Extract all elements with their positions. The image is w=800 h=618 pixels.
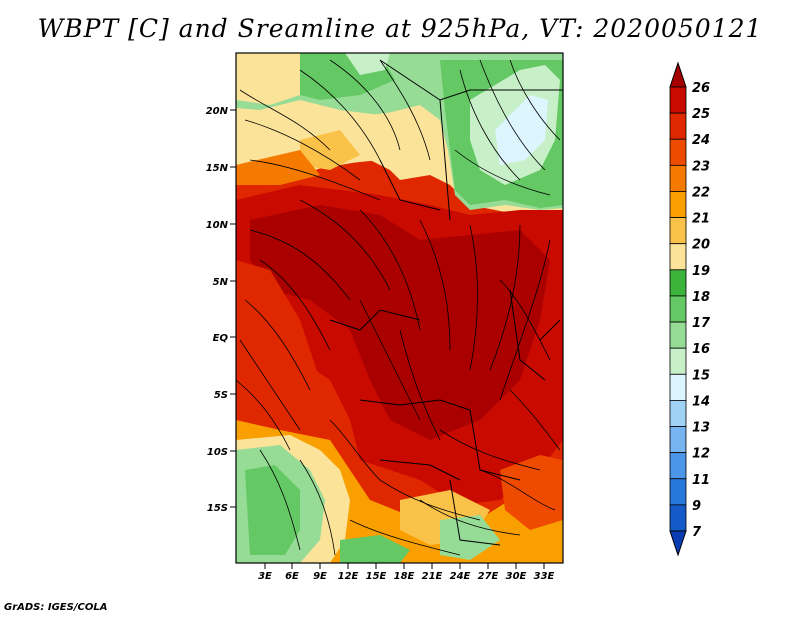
colorbar: 26 25 24 23 22 21 20 19 18 17 16 15 14 13 12 11 9 7	[669, 61, 711, 557]
lat-axis: 20N 15N 10N 5N EQ 5S 10S 15S	[206, 106, 236, 514]
colorbar-swatch	[669, 243, 687, 271]
colorbar-label: 17	[692, 316, 711, 331]
lon-label: 33E	[534, 571, 555, 582]
colorbar-label: 23	[692, 159, 710, 174]
lat-label: 20N	[206, 106, 229, 117]
lat-label: 15S	[207, 503, 228, 514]
colorbar-swatch	[669, 426, 687, 454]
map-frame	[235, 52, 564, 564]
lat-label: 10S	[207, 447, 228, 458]
colorbar-bottom-arrow	[669, 530, 687, 557]
colorbar-label: 20	[692, 238, 710, 253]
lat-label: 5N	[213, 277, 229, 288]
colorbar-swatch	[669, 138, 687, 166]
colorbar-swatch	[669, 164, 687, 192]
lon-label: 21E	[422, 571, 443, 582]
colorbar-label: 26	[692, 81, 710, 96]
lon-label: 27E	[478, 571, 499, 582]
lon-label: 15E	[366, 571, 387, 582]
colorbar-label: 21	[692, 212, 710, 227]
lat-label: 5S	[214, 390, 228, 401]
colorbar-swatch	[669, 400, 687, 427]
lat-label: 15N	[206, 163, 229, 174]
lon-label: 6E	[285, 571, 299, 582]
country-borders	[329, 59, 563, 546]
colorbar-swatch	[669, 478, 687, 506]
colorbar-swatch	[669, 269, 687, 297]
lat-label: 10N	[206, 220, 229, 231]
colorbar-label: 11	[692, 473, 710, 488]
lon-label: 18E	[394, 571, 415, 582]
colorbar-label: 9	[692, 499, 701, 514]
colorbar-swatch	[669, 217, 687, 245]
lon-label: 30E	[506, 571, 527, 582]
lon-label: 12E	[338, 571, 359, 582]
colorbar-label: 19	[692, 264, 710, 279]
colorbar-label: 16	[692, 342, 710, 357]
lon-label: 3E	[258, 571, 272, 582]
colorbar-top-arrow	[669, 61, 687, 88]
colorbar-label: 14	[692, 394, 710, 409]
colorbar-label: 22	[692, 185, 710, 200]
colorbar-label: 12	[692, 447, 710, 462]
lat-label: EQ	[213, 333, 229, 344]
lon-axis: 3E 6E 9E 12E 15E 18E 21E 24E 27E 30E 33E	[258, 563, 555, 582]
colorbar-label: 13	[692, 421, 710, 436]
lon-label: 9E	[313, 571, 327, 582]
colorbar-swatch	[669, 504, 687, 532]
colorbar-swatch	[669, 321, 687, 349]
colorbar-label: 15	[692, 368, 710, 383]
streamlines	[236, 59, 561, 556]
colorbar-label: 18	[692, 290, 710, 305]
colorbar-label: 7	[692, 525, 702, 540]
lon-label: 24E	[450, 571, 471, 582]
colorbar-swatch	[669, 347, 687, 375]
chart-title: WBPT [C] and Sreamline at 925hPa, VT: 20…	[37, 14, 763, 43]
colorbar-label: 25	[692, 107, 710, 122]
colorbar-label: 24	[692, 133, 710, 148]
colorbar-swatch	[669, 112, 687, 140]
colorbar-swatch	[669, 373, 687, 401]
colorbar-swatch	[669, 86, 687, 114]
colorbar-swatch	[669, 452, 687, 480]
colorbar-swatch	[669, 295, 687, 323]
grads-credit: GrADS: IGES/COLA	[4, 602, 108, 613]
colorbar-swatch	[669, 191, 687, 218]
